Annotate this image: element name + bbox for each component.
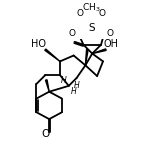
Text: O: O <box>77 9 84 18</box>
Text: H: H <box>61 76 67 85</box>
Text: H: H <box>73 81 79 90</box>
Text: O: O <box>69 29 76 38</box>
Text: O: O <box>42 129 50 139</box>
Text: OH: OH <box>104 39 119 49</box>
Polygon shape <box>85 50 88 65</box>
Text: O: O <box>107 29 114 38</box>
Polygon shape <box>45 49 60 61</box>
Text: HO: HO <box>31 39 46 49</box>
Text: H: H <box>70 87 76 96</box>
Text: S: S <box>88 23 95 33</box>
Text: O: O <box>99 9 106 18</box>
Polygon shape <box>46 80 49 92</box>
Polygon shape <box>92 49 106 54</box>
Text: $\mathdefault{CH_3}$: $\mathdefault{CH_3}$ <box>82 2 101 14</box>
